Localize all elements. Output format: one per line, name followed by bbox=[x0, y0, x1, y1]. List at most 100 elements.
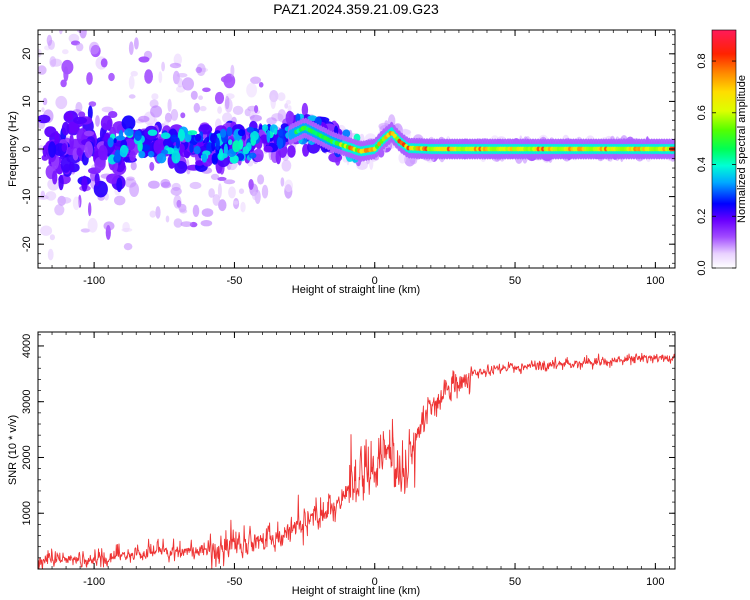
heatmap-cell bbox=[44, 126, 57, 138]
heatmap-cell bbox=[49, 56, 57, 68]
heatmap-cell bbox=[174, 160, 188, 174]
spectrogram-y-tick-label: -20 bbox=[21, 236, 33, 252]
heatmap-cell bbox=[284, 179, 294, 193]
heatmap-cell bbox=[94, 156, 106, 171]
colorbar-tick-label: 0.0 bbox=[696, 260, 708, 275]
heatmap-cell bbox=[116, 177, 123, 193]
heatmap-cell bbox=[202, 87, 211, 93]
heatmap-cell bbox=[62, 49, 69, 55]
heatmap-cell bbox=[160, 132, 171, 139]
heatmap-cell bbox=[60, 79, 67, 88]
spectrogram-x-tick-label: 0 bbox=[372, 275, 378, 287]
heatmap-cell bbox=[72, 196, 80, 211]
spectrogram-y-tick-label: -10 bbox=[21, 189, 33, 205]
heatmap-cell bbox=[165, 215, 170, 223]
snr-y-tick-label: 4000 bbox=[21, 334, 33, 358]
heatmap-cell bbox=[147, 129, 158, 136]
heatmap-cell bbox=[249, 114, 262, 122]
heatmap-cell bbox=[284, 103, 289, 109]
snr-axes: -100 -50 0 50 100 1000 2000 3000 4000 bbox=[21, 332, 675, 588]
heatmap-cell bbox=[89, 41, 100, 55]
heatmap-cell bbox=[42, 97, 48, 106]
colorbar-tick-label: 0.8 bbox=[696, 53, 708, 68]
heatmap-cell bbox=[246, 126, 254, 133]
heatmap-cell bbox=[49, 234, 56, 241]
snr-x-tick-label: -50 bbox=[226, 576, 242, 588]
heatmap-cell bbox=[295, 113, 301, 123]
heatmap-cell bbox=[144, 69, 154, 84]
heatmap-cell bbox=[195, 160, 204, 166]
heatmap-cell bbox=[201, 153, 208, 163]
heatmap-cell bbox=[353, 133, 361, 142]
heatmap-cell bbox=[164, 112, 172, 123]
heatmap-cell bbox=[189, 143, 194, 154]
heatmap-cell bbox=[190, 90, 198, 100]
heatmap-cell bbox=[182, 77, 194, 91]
heatmap-cell bbox=[59, 197, 72, 204]
heatmap-cell bbox=[94, 172, 100, 187]
snr-x-tick-label: -100 bbox=[83, 576, 105, 588]
heatmap-cell bbox=[270, 94, 277, 110]
heatmap-cell bbox=[218, 148, 224, 160]
heatmap-cell bbox=[215, 137, 220, 151]
heatmap-cell bbox=[226, 126, 233, 137]
heatmap-cell bbox=[200, 220, 213, 227]
heatmap-cell bbox=[61, 59, 74, 75]
heatmap-cell bbox=[176, 73, 188, 78]
heatmap-cell bbox=[233, 200, 239, 205]
heatmap-cell bbox=[301, 102, 309, 117]
heatmap-cell bbox=[54, 204, 65, 216]
heatmap-cell bbox=[195, 66, 202, 74]
spectrogram-y-label: Frequency (Hz) bbox=[7, 111, 19, 187]
heatmap-cell bbox=[223, 73, 236, 89]
heatmap-cell bbox=[257, 174, 265, 185]
snr-plot-area bbox=[38, 332, 675, 569]
heatmap-cell bbox=[173, 194, 182, 209]
heatmap-cell bbox=[128, 75, 135, 90]
heatmap-cell bbox=[47, 248, 54, 261]
heatmap-cell bbox=[170, 109, 179, 121]
heatmap-cell bbox=[138, 150, 146, 159]
heatmap-cell bbox=[163, 138, 172, 148]
heatmap-cell bbox=[160, 178, 171, 188]
heatmap-cell bbox=[169, 62, 182, 69]
heatmap-cell bbox=[148, 180, 160, 189]
heatmap-cell bbox=[81, 175, 88, 192]
spectrogram-y-tick-label: 20 bbox=[21, 48, 33, 60]
heatmap-cell bbox=[220, 128, 227, 138]
heatmap-cell bbox=[138, 56, 150, 63]
heatmap-cell bbox=[58, 174, 64, 191]
snr-frame bbox=[37, 331, 676, 570]
heatmap-cell bbox=[76, 147, 82, 157]
heatmap-cell bbox=[88, 101, 97, 107]
heatmap-cell bbox=[40, 190, 45, 199]
heatmap-cell bbox=[84, 141, 93, 159]
heatmap-cell bbox=[193, 145, 201, 155]
heatmap-cell bbox=[253, 148, 264, 162]
heatmap-cell bbox=[129, 150, 136, 162]
colorbar-ticks: 0.0 0.2 0.4 0.6 0.8 bbox=[696, 53, 736, 276]
heatmap-cell bbox=[199, 105, 207, 112]
heatmap-cell bbox=[158, 71, 163, 84]
heatmap-cell bbox=[48, 141, 57, 158]
heatmap-cell bbox=[86, 72, 93, 85]
heatmap-cell bbox=[60, 156, 72, 173]
snr-panel: -100 -50 0 50 100 1000 2000 3000 4000 Height of … bbox=[7, 331, 676, 597]
heatmap-cell bbox=[100, 115, 113, 131]
heatmap-cell bbox=[173, 218, 183, 228]
heatmap-cell bbox=[217, 176, 227, 181]
heatmap-cell bbox=[80, 228, 91, 233]
heatmap-cell bbox=[149, 161, 155, 171]
heatmap-cell bbox=[273, 128, 278, 135]
snr-y-tick-label: 3000 bbox=[21, 389, 33, 413]
heatmap-cell bbox=[88, 202, 92, 217]
heatmap-cell bbox=[180, 112, 186, 119]
heatmap-cell bbox=[261, 184, 269, 199]
heatmap-cell bbox=[281, 159, 292, 172]
heatmap-cell bbox=[258, 82, 264, 88]
heatmap-cell bbox=[189, 181, 202, 190]
heatmap-cell bbox=[55, 95, 68, 110]
heatmap-cell bbox=[52, 170, 58, 185]
